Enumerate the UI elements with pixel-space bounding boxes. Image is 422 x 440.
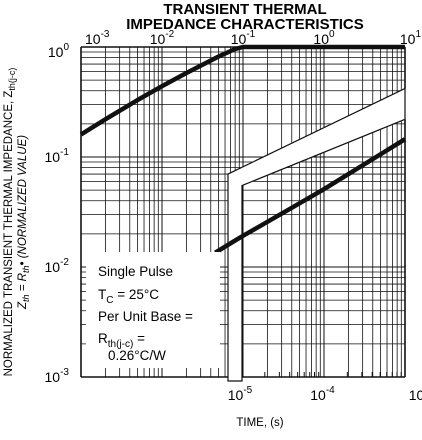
annotation-rth-value: 0.26°C/W [108,348,166,363]
y-axis-label: NORMALIZED TRANSIENT THERMAL IMPEDANCE, … [3,68,31,377]
y-axis-tick-label: 10-3 [45,367,70,385]
y-axis-tick-label: 10-1 [45,147,70,165]
annotation-case-temperature: TC = 25°C [98,287,159,306]
y-axis-tick-label: 10-2 [45,257,70,275]
top-axis-tick-label: 101 [400,29,422,47]
top-axis-tick-label: 10-2 [150,29,175,47]
y-axis-label-line-2: Zth = Rth• (NORMALIZED VALUE) [17,135,31,310]
annotation-rth-label: Rth(j-c) = [98,331,145,350]
bottom-axis-tick-label: 10-3 [409,385,422,403]
chart-title-line-2: IMPEDANCE CHARACTERISTICS [126,16,364,33]
annotation-single-pulse: Single Pulse [98,264,173,279]
annotation-box: Single Pulse TC = 25°C Per Unit Base = R… [86,252,220,368]
annotation-background [86,252,220,368]
chart-title-line-1: TRANSIENT THERMAL [163,1,326,18]
y-axis-tick-label: 100 [48,42,70,60]
series-line-2 [214,137,407,255]
bottom-axis-tick-label: 10-4 [310,385,335,403]
y-axis-label-line-1: NORMALIZED TRANSIENT THERMAL IMPEDANCE, … [3,68,17,377]
annotation-per-unit-base: Per Unit Base = [98,309,193,324]
top-axis-tick-label: 10-3 [85,29,110,47]
top-axis-tick-label: 10-1 [231,29,256,47]
top-axis-tick-label: 100 [313,29,335,47]
bottom-axis-tick-label: 10-5 [228,385,253,403]
x-axis-label: TIME, (s) [236,417,283,429]
